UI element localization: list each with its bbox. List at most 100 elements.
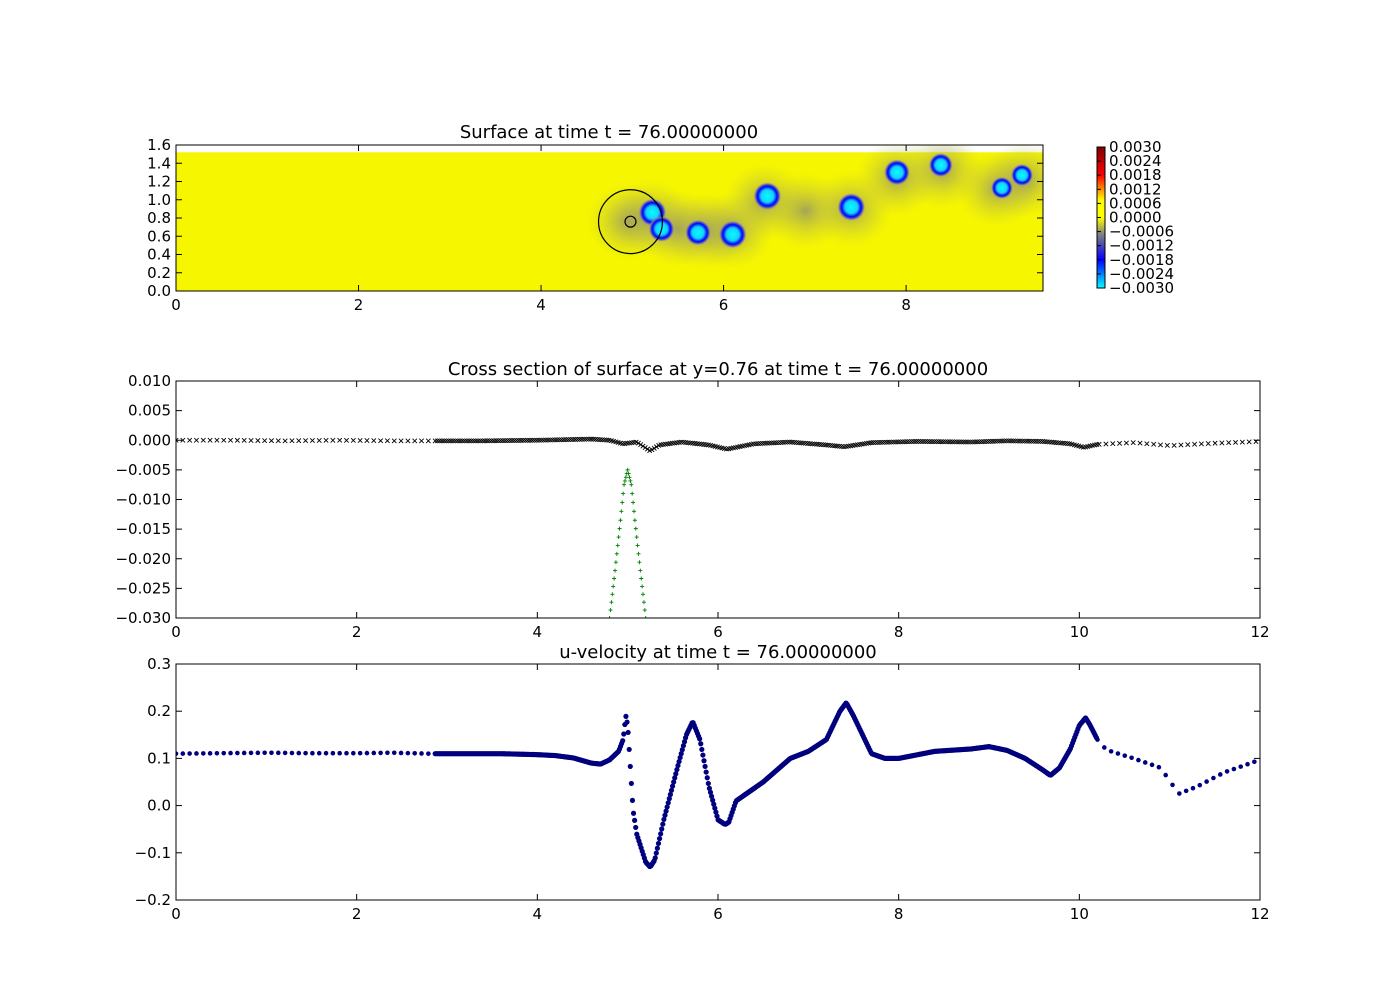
u-velocity-marker	[704, 775, 710, 781]
x-tick-label: 12	[1250, 905, 1269, 923]
colorbar: 0.00300.00240.00180.00120.00060.0000−0.0…	[1096, 138, 1174, 297]
surface-x-marker	[378, 438, 384, 444]
surface-x-marker	[1151, 441, 1157, 447]
u-velocity-marker	[364, 750, 370, 756]
surface-x-marker	[1226, 440, 1232, 446]
surface-x-marker	[1103, 441, 1109, 447]
surface-x-marker	[556, 437, 562, 443]
surface-x-marker	[554, 437, 560, 443]
x-tick-label: 2	[352, 623, 362, 641]
surface-x-marker	[459, 438, 465, 444]
surface-x-marker	[330, 437, 336, 443]
u-velocity-marker	[667, 791, 673, 798]
u-velocity-marker	[701, 758, 707, 764]
u-velocity-marker	[697, 736, 703, 742]
surface-x-marker	[538, 437, 544, 443]
u-velocity-marker	[652, 855, 658, 861]
surface-x-marker	[1178, 442, 1184, 448]
surface-x-marker	[495, 438, 501, 444]
surface-x-marker	[221, 437, 227, 443]
u-velocity-marker	[673, 771, 679, 777]
surface-x-marker	[529, 437, 535, 443]
surface-x-marker	[1028, 438, 1034, 444]
depression-spot	[883, 159, 911, 186]
u-velocity-marker	[661, 816, 667, 823]
surface-x-marker	[1022, 438, 1028, 444]
u-velocity-marker	[426, 751, 431, 756]
u-velocity-marker	[1245, 761, 1250, 767]
u-velocity-marker	[627, 763, 633, 770]
surface-x-marker	[446, 438, 452, 444]
object-plus-marker	[639, 576, 644, 581]
u-velocity-marker	[703, 769, 709, 775]
u-velocity-marker	[1129, 755, 1134, 761]
surface-x-marker	[875, 439, 881, 445]
surface-x-marker	[1031, 438, 1037, 444]
surface-x-marker	[933, 439, 940, 445]
surface-x-marker	[568, 437, 574, 443]
surface-x-marker	[466, 438, 472, 444]
surface-shadow-trail	[586, 145, 1043, 270]
u-velocity-marker	[1122, 753, 1128, 758]
y-tick-label: −0.030	[115, 609, 171, 627]
surface-x-marker	[974, 439, 980, 445]
u-velocity-marker	[1183, 788, 1189, 794]
surface-x-marker	[543, 437, 549, 443]
surface-x-marker	[452, 438, 459, 444]
surface-x-marker	[477, 438, 483, 444]
u-velocity-marker	[1142, 760, 1148, 765]
object-plus-marker	[632, 518, 637, 523]
x-tick-label: 4	[533, 905, 543, 923]
surface-x-marker	[200, 437, 206, 443]
surface-x-marker	[500, 438, 506, 444]
surface-x-marker	[1026, 438, 1032, 444]
surface-x-marker	[994, 438, 1001, 444]
surface-x-marker	[911, 438, 917, 445]
u-velocity-marker	[194, 751, 199, 756]
surface-x-marker	[976, 439, 982, 445]
surface-x-marker	[516, 437, 522, 443]
u-velocity-marker	[289, 750, 295, 756]
surface-x-marker	[958, 439, 964, 445]
y-tick-label: 1.4	[147, 154, 171, 172]
surface-x-marker	[873, 439, 879, 446]
colorbar-tick-label: 0.0006	[1109, 194, 1162, 212]
object-plus-marker	[633, 526, 638, 531]
surface-x-marker	[1171, 442, 1177, 448]
y-tick-label: 0.4	[147, 246, 171, 264]
u-velocity-marker	[659, 826, 665, 832]
surface-x-marker	[882, 439, 888, 445]
surface-x-marker	[439, 438, 445, 444]
object-plus-marker	[627, 475, 632, 480]
surface-x-marker	[952, 439, 958, 445]
surface-x-marker	[572, 436, 578, 442]
u-velocity-marker	[672, 775, 678, 781]
u-velocity-marker	[678, 751, 684, 757]
surface-x-marker	[1205, 441, 1211, 447]
u-velocity-marker	[653, 850, 659, 856]
surface-x-marker	[450, 438, 456, 444]
surface-x-marker	[924, 439, 931, 445]
u-velocity-marker	[677, 754, 683, 761]
surface-x-marker	[879, 439, 885, 445]
y-tick-label: 0.0	[147, 797, 171, 815]
colorbar-tick-label: 0.0000	[1109, 209, 1162, 227]
u-velocity-marker	[412, 751, 418, 756]
depression-spot	[928, 152, 953, 178]
surface-x-marker	[475, 438, 481, 444]
u-velocity-marker	[1156, 764, 1162, 770]
surface-x-marker	[323, 437, 329, 443]
x-tick-label: 6	[713, 905, 723, 923]
u-velocity-marker	[698, 741, 704, 747]
depression-spot	[718, 220, 747, 249]
surface-x-marker	[947, 439, 953, 445]
surface-x-marker	[997, 438, 1003, 444]
u-velocity-marker	[665, 800, 671, 806]
surface-x-marker	[241, 437, 247, 443]
u-velocity-marker	[633, 824, 639, 831]
u-velocity-marker	[632, 817, 638, 823]
surface-x-marker	[1239, 439, 1245, 445]
surface-x-marker	[1001, 438, 1007, 444]
u-velocity-marker	[1211, 775, 1216, 781]
object-plus-marker	[631, 509, 636, 514]
